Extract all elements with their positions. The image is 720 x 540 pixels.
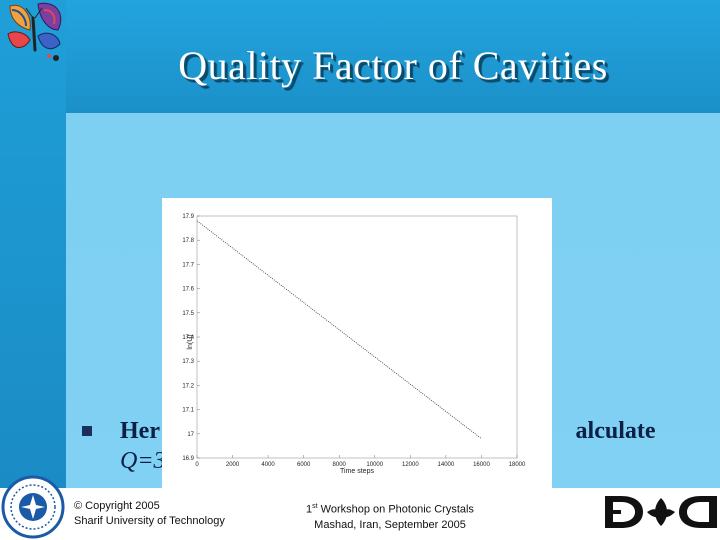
workshop-ordinal-suffix: st xyxy=(312,503,318,510)
bullet-line1-end: alculate xyxy=(575,418,656,444)
y-tick-label: 17.8 xyxy=(182,238,194,244)
butterfly-logo-icon xyxy=(7,2,62,61)
institution-text: Sharif University of Technology xyxy=(74,515,225,527)
sharif-seal-icon xyxy=(1,475,65,539)
title-bar xyxy=(66,0,720,113)
x-tick-label: 6000 xyxy=(297,462,311,468)
bullet-icon xyxy=(82,426,92,436)
copyright-text: © Copyright 2005 xyxy=(74,500,160,512)
y-tick-label: 17.1 xyxy=(182,408,194,414)
left-sidebar xyxy=(0,0,66,540)
y-axis: 16.9 17 17.1 17.2 17.3 17.4 17.5 17.6 17.7 17.8 17… xyxy=(182,214,200,462)
footer-event: 1st Workshop on Photonic Crystals Mashad… xyxy=(250,499,530,533)
workshop-ordinal: 1 xyxy=(306,503,313,516)
chart-svg: 0 2000 4000 6000 8000 10000 12000 14000 16000 180… xyxy=(182,214,526,475)
y-tick-label: 17 xyxy=(187,432,194,438)
bullet-text: Her alculate Q=3 xyxy=(120,416,680,476)
bullet-line1-start: Her xyxy=(120,418,160,444)
bullet-line2: Q=3 xyxy=(120,448,166,474)
workshop-text: 1st Workshop on Photonic Crystals xyxy=(250,499,530,518)
footer-copyright: © Copyright 2005 Sharif University of Te… xyxy=(74,499,225,529)
plot-area xyxy=(196,215,518,459)
department-logo-icon xyxy=(605,496,717,528)
y-tick-label: 17.6 xyxy=(182,287,194,293)
x-tick-label: 16000 xyxy=(473,462,490,468)
y-tick-label: 17.7 xyxy=(182,262,194,268)
y-tick-label: 16.9 xyxy=(182,456,194,462)
x-tick-label: 12000 xyxy=(402,462,419,468)
y-tick-label: 17.5 xyxy=(182,311,194,317)
x-tick-label: 2000 xyxy=(226,462,240,468)
workshop-name: Workshop on Photonic Crystals xyxy=(317,503,474,516)
x-tick-label: 4000 xyxy=(261,462,275,468)
x-tick-label: 8000 xyxy=(333,462,347,468)
series-group xyxy=(196,220,482,439)
chart-panel: 0 2000 4000 6000 8000 10000 12000 14000 16000 180… xyxy=(162,198,552,490)
y-tick-label: 17.9 xyxy=(182,214,194,220)
x-tick-label: 10000 xyxy=(366,462,383,468)
y-tick-label: 17.3 xyxy=(182,359,194,365)
footer-bar xyxy=(0,488,720,540)
x-tick-label: 14000 xyxy=(438,462,455,468)
series-line xyxy=(196,220,482,439)
x-axis-label: Time steps xyxy=(340,468,374,475)
page-title: Quality Factor of Cavities xyxy=(178,43,608,88)
y-axis-label: ln(U) xyxy=(187,334,194,349)
x-tick-label: 18000 xyxy=(509,462,526,468)
location-text: Mashad, Iran, September 2005 xyxy=(314,518,466,531)
y-tick-label: 17.4 xyxy=(182,335,194,341)
x-axis: 0 2000 4000 6000 8000 10000 12000 14000 16000 180… xyxy=(195,455,526,468)
y-tick-label: 17.2 xyxy=(182,383,194,389)
x-tick-label: 0 xyxy=(195,462,199,468)
